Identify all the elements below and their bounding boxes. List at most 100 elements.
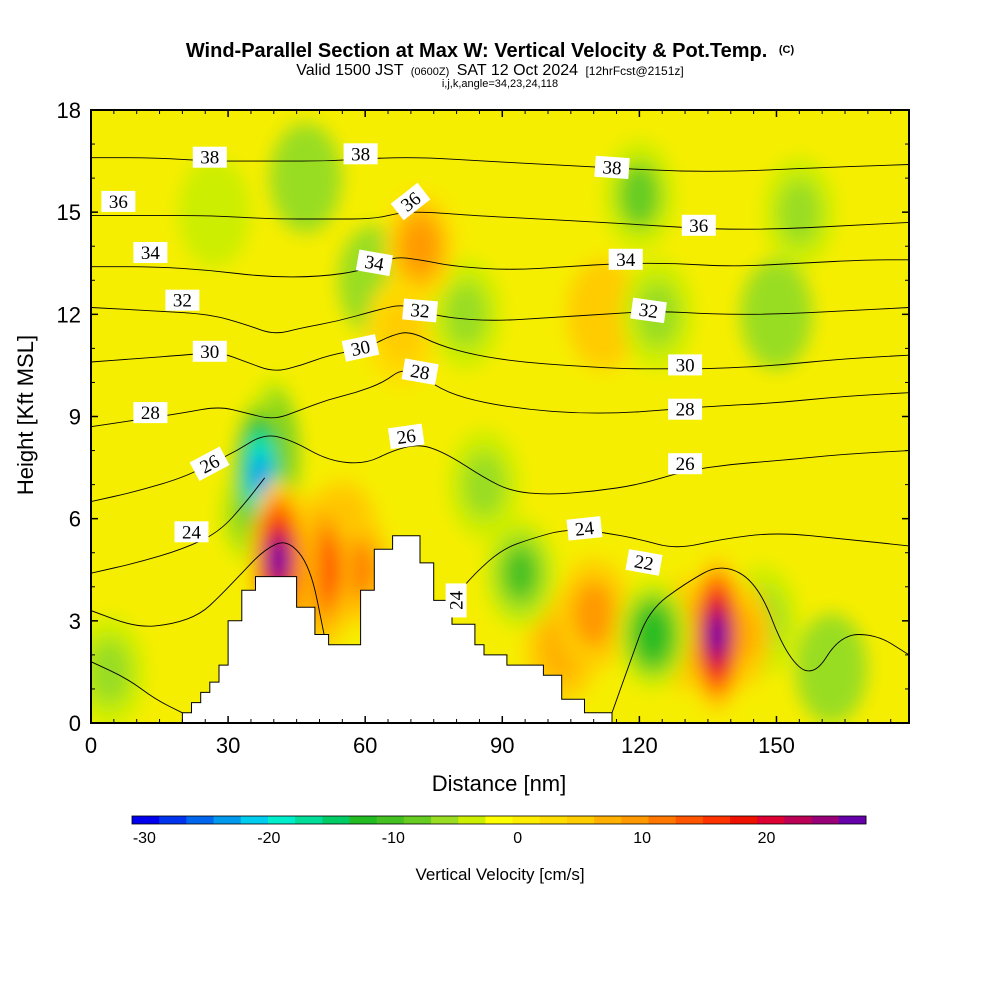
velocity-cell <box>778 179 821 245</box>
x-tick-label: 30 <box>216 733 240 758</box>
contour-label-box <box>401 358 439 386</box>
contour-label-text: 34 <box>363 252 386 276</box>
contour-label-box <box>133 402 168 424</box>
colorbar-swatch <box>431 816 459 824</box>
colorbar-swatch <box>213 816 242 824</box>
contour-label: 38 <box>594 155 630 180</box>
contour-label-text: 32 <box>410 300 431 323</box>
contour-label: 24 <box>566 516 603 541</box>
contour-label-text: 26 <box>396 426 418 449</box>
contour-label-box <box>630 297 667 324</box>
velocity-cell <box>250 452 270 497</box>
contour-label-box <box>390 182 431 221</box>
colorbar-swatch <box>811 816 840 824</box>
x-tick-label: 150 <box>758 733 795 758</box>
grid-indices: i,j,k,angle=34,23,24,118 <box>442 78 558 90</box>
colorbar-swatch <box>322 816 350 824</box>
chart-title: Wind-Parallel Section at Max W: Vertical… <box>186 40 795 62</box>
theta-contour-22 <box>91 661 183 714</box>
contour-label: 36 <box>681 214 716 237</box>
contour-label: 24 <box>445 583 468 618</box>
theta-contour-24 <box>451 529 909 601</box>
contour-label-box <box>387 423 425 450</box>
contour-label-box <box>668 398 703 420</box>
colorbar-swatch <box>675 816 704 824</box>
valid-time-line: Valid 1500 JST (0600Z) SAT 12 Oct 2024 [… <box>296 62 683 79</box>
y-tick-label: 9 <box>69 405 81 430</box>
contour-label-text: 38 <box>602 157 622 179</box>
colorbar-swatch <box>784 816 813 824</box>
theta-contour-24 <box>91 542 325 635</box>
contour-label-text: 32 <box>638 300 660 323</box>
contour-label-text: 34 <box>616 250 636 271</box>
x-tick-label: 120 <box>621 733 658 758</box>
velocity-cell <box>463 452 506 518</box>
contour-label: 32 <box>165 289 200 312</box>
terrain-mask <box>181 535 613 723</box>
colorbar-swatch <box>267 816 296 824</box>
y-tick-label: 6 <box>69 507 81 532</box>
colorbar-swatch <box>702 816 731 824</box>
velocity-cell <box>504 548 537 599</box>
colorbar: -30 -20 -10 0 10 20 <box>131 815 867 847</box>
contour-label-text: 36 <box>689 216 708 237</box>
colorbar-swatch <box>594 816 622 824</box>
contour-label: 34 <box>133 242 168 264</box>
colorbar-swatch <box>648 816 677 824</box>
contour-label: 28 <box>668 398 703 421</box>
colorbar-swatch <box>240 816 269 824</box>
colorbar-swatch <box>512 816 541 824</box>
colorbar-swatch <box>621 816 650 824</box>
contour-label: 24 <box>174 521 209 543</box>
contour-label-text: 38 <box>351 144 370 165</box>
contour-label: 34 <box>608 248 643 271</box>
contour-label-box <box>355 249 393 277</box>
colorbar-swatch <box>757 816 785 824</box>
contour-label-box <box>668 453 703 475</box>
contour-label-box <box>192 340 227 362</box>
contour-label-box <box>341 334 380 362</box>
contour-label-text: 24 <box>574 518 596 541</box>
contour-label: 34 <box>355 249 393 277</box>
contour-label-text: 24 <box>447 590 468 610</box>
y-tick-label: 18 <box>57 98 81 123</box>
colorbar-swatch <box>159 816 187 824</box>
contour-label-box <box>594 155 630 180</box>
chart-title-main: Wind-Parallel Section at Max W: Vertical… <box>186 40 767 62</box>
y-axis-label: Height [Kft MSL] <box>13 335 38 495</box>
y-tick-label: 12 <box>57 302 81 327</box>
contour-label: 28 <box>401 358 439 386</box>
y-tick-label: 3 <box>69 609 81 634</box>
contour-label-box <box>101 190 136 212</box>
chart-title-block: Wind-Parallel Section at Max W: Vertical… <box>186 40 795 90</box>
contour-label-text: 26 <box>676 454 695 475</box>
contour-label: 32 <box>402 298 438 323</box>
velocity-cell <box>795 613 868 723</box>
colorbar-tick-label: -20 <box>257 830 280 847</box>
velocity-cell <box>618 162 661 228</box>
colorbar-tick-label: -30 <box>133 830 156 847</box>
contour-label-text: 32 <box>173 291 192 312</box>
colorbar-swatch <box>403 816 432 824</box>
contour-label-box <box>343 143 378 165</box>
colorbar-tick-label: 20 <box>758 830 776 847</box>
colorbar-tick-label: 10 <box>633 830 651 847</box>
colorbar-tick-label: 0 <box>513 830 522 847</box>
contour-label-box <box>681 214 716 236</box>
velocity-cell <box>269 123 342 234</box>
x-tick-label: 0 <box>85 733 97 758</box>
y-tick-label: 0 <box>69 711 81 736</box>
contour-label: 22 <box>625 549 663 576</box>
contour-label-text: 28 <box>676 400 695 421</box>
contour-label: 30 <box>341 334 380 362</box>
contour-label-text: 30 <box>676 355 695 376</box>
valid-date: SAT 12 Oct 2024 <box>457 62 578 79</box>
colorbar-swatch <box>186 816 215 824</box>
contour-label-text: 28 <box>141 403 160 424</box>
velocity-cell <box>707 614 727 655</box>
contour-label-text: 22 <box>633 551 655 575</box>
colorbar-swatch <box>730 816 758 824</box>
contour-label-text: 30 <box>200 342 219 363</box>
contour-label-text: 28 <box>409 361 431 385</box>
